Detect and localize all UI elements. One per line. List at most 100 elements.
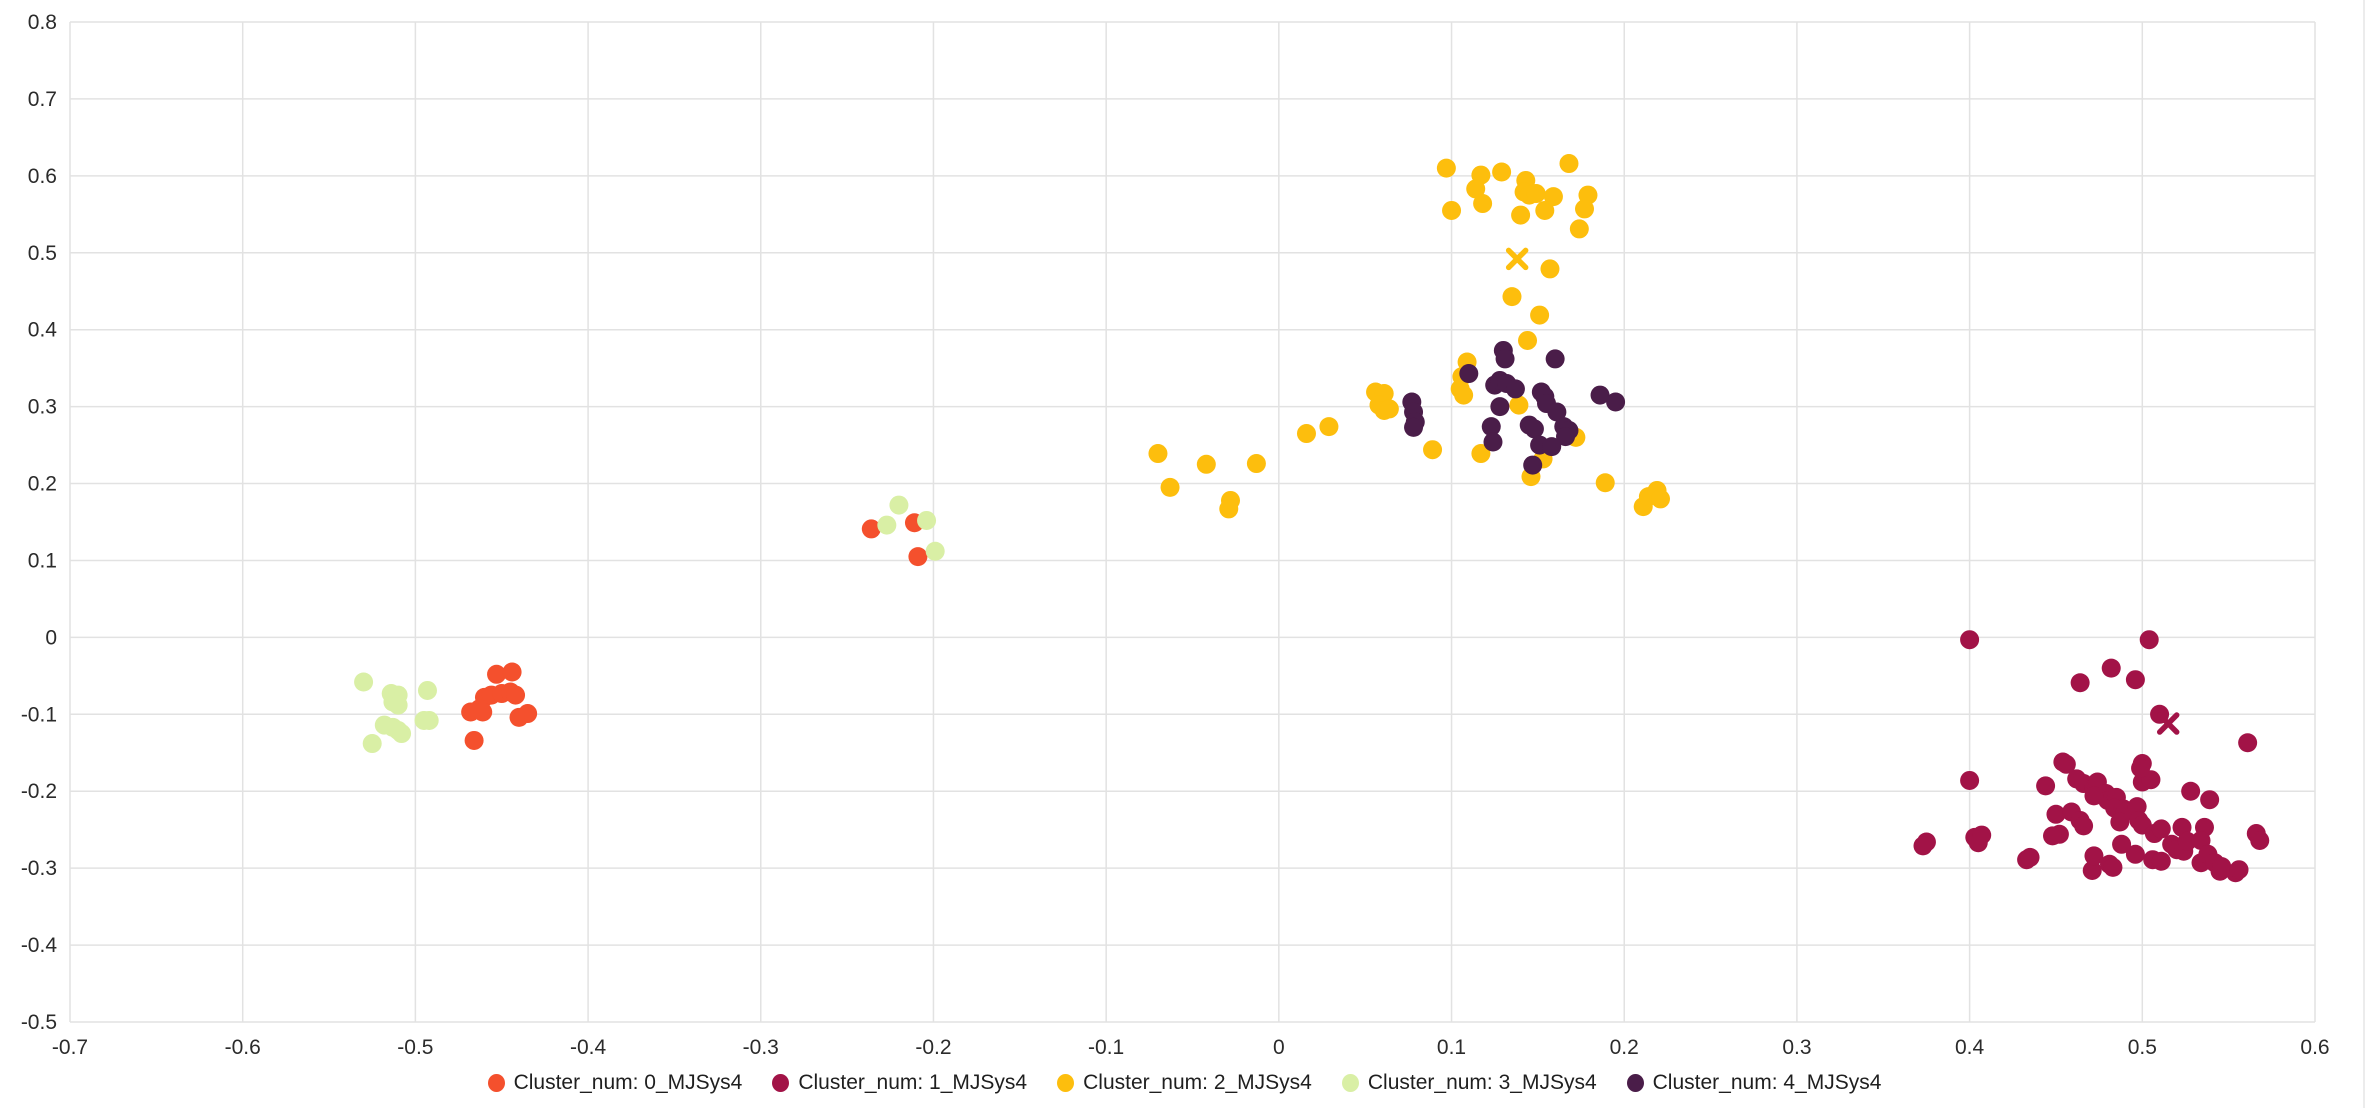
data-point-cluster-1[interactable] <box>2103 857 2123 877</box>
data-point-cluster-2[interactable] <box>1148 444 1168 464</box>
data-point-cluster-3[interactable] <box>392 724 412 744</box>
data-point-cluster-3[interactable] <box>417 680 437 700</box>
data-point-cluster-1[interactable] <box>2110 812 2130 832</box>
data-point-cluster-1[interactable] <box>2127 797 2147 817</box>
data-point-cluster-1[interactable] <box>2112 834 2132 854</box>
data-point-cluster-3[interactable] <box>419 710 439 730</box>
data-point-cluster-2[interactable] <box>1543 187 1563 207</box>
data-point-cluster-4[interactable] <box>1590 385 1610 405</box>
data-point-cluster-2[interactable] <box>1650 489 1670 509</box>
data-point-cluster-4[interactable] <box>1606 392 1626 412</box>
data-point-cluster-4[interactable] <box>1459 364 1479 384</box>
legend-item-cluster-2[interactable]: Cluster_num: 2_MJSys4 <box>1057 1071 1312 1095</box>
data-point-cluster-3[interactable] <box>354 672 374 692</box>
data-point-cluster-1[interactable] <box>2200 790 2220 810</box>
data-point-cluster-1[interactable] <box>2046 804 2066 824</box>
data-point-cluster-1[interactable] <box>2151 819 2171 839</box>
data-point-cluster-1[interactable] <box>2043 826 2063 846</box>
data-point-cluster-1[interactable] <box>2082 860 2102 880</box>
data-point-cluster-1[interactable] <box>1960 630 1980 650</box>
data-point-cluster-1[interactable] <box>2056 754 2076 774</box>
data-point-cluster-2[interactable] <box>1575 199 1595 219</box>
data-point-cluster-2[interactable] <box>1442 200 1462 220</box>
data-point-cluster-1[interactable] <box>1913 836 1933 856</box>
legend-item-cluster-1[interactable]: Cluster_num: 1_MJSys4 <box>772 1071 1027 1095</box>
data-point-cluster-2[interactable] <box>1436 158 1456 178</box>
data-point-cluster-1[interactable] <box>1972 825 1992 845</box>
data-point-cluster-2[interactable] <box>1530 305 1550 325</box>
data-point-cluster-4[interactable] <box>1505 379 1525 399</box>
data-point-cluster-1[interactable] <box>2238 733 2258 753</box>
data-point-cluster-4[interactable] <box>1545 349 1565 369</box>
data-point-cluster-4[interactable] <box>1523 455 1543 475</box>
data-point-cluster-2[interactable] <box>1526 184 1546 204</box>
data-point-cluster-1[interactable] <box>2177 831 2197 851</box>
data-point-cluster-1[interactable] <box>1960 770 1980 790</box>
data-point-cluster-1[interactable] <box>2070 673 2090 693</box>
data-point-cluster-2[interactable] <box>1540 259 1560 279</box>
data-point-cluster-3[interactable] <box>917 510 937 530</box>
data-point-cluster-0[interactable] <box>506 685 526 705</box>
data-point-cluster-2[interactable] <box>1511 205 1531 225</box>
data-point-cluster-3[interactable] <box>362 734 382 754</box>
data-point-cluster-0[interactable] <box>464 730 484 750</box>
data-point-cluster-4[interactable] <box>1495 349 1515 369</box>
data-point-cluster-2[interactable] <box>1319 417 1339 437</box>
data-point-cluster-2[interactable] <box>1454 385 1474 405</box>
data-point-cluster-4[interactable] <box>1524 419 1544 439</box>
data-point-cluster-4[interactable] <box>1547 402 1567 422</box>
data-point-cluster-2[interactable] <box>1219 499 1239 519</box>
data-point-cluster-0[interactable] <box>908 547 928 567</box>
legend-item-cluster-4[interactable]: Cluster_num: 4_MJSys4 <box>1626 1071 1881 1095</box>
data-point-cluster-3[interactable] <box>388 695 408 715</box>
data-point-cluster-2[interactable] <box>1595 473 1615 493</box>
data-point-cluster-1[interactable] <box>2084 846 2104 866</box>
data-point-cluster-4[interactable] <box>1483 432 1503 452</box>
data-point-cluster-4[interactable] <box>1490 397 1510 417</box>
data-point-cluster-1[interactable] <box>2125 670 2145 690</box>
data-point-cluster-2[interactable] <box>1471 444 1491 464</box>
data-point-cluster-0[interactable] <box>473 702 493 722</box>
data-point-cluster-1[interactable] <box>2131 758 2151 778</box>
data-point-cluster-0[interactable] <box>487 664 507 684</box>
data-point-cluster-2[interactable] <box>1569 219 1589 239</box>
data-point-cluster-1[interactable] <box>2101 658 2121 678</box>
data-point-cluster-1[interactable] <box>2151 851 2171 871</box>
data-point-cluster-1[interactable] <box>2074 816 2094 836</box>
data-point-cluster-3[interactable] <box>877 515 897 535</box>
data-point-cluster-1[interactable] <box>2250 830 2270 850</box>
data-point-cluster-0[interactable] <box>502 662 522 682</box>
data-point-cluster-2[interactable] <box>1196 454 1216 474</box>
data-point-cluster-2[interactable] <box>1246 454 1266 474</box>
data-point-cluster-2[interactable] <box>1518 330 1538 350</box>
data-point-cluster-2[interactable] <box>1296 424 1316 444</box>
data-point-cluster-2[interactable] <box>1423 440 1443 460</box>
data-point-cluster-2[interactable] <box>1379 399 1399 419</box>
data-point-cluster-1[interactable] <box>2181 781 2201 801</box>
centroid-x-marker-cluster-2[interactable] <box>1505 247 1529 271</box>
data-point-cluster-2[interactable] <box>1535 200 1555 220</box>
data-point-cluster-2[interactable] <box>1473 194 1493 214</box>
data-point-cluster-2[interactable] <box>1492 162 1512 182</box>
data-point-cluster-2[interactable] <box>1466 179 1486 199</box>
centroid-x-marker-cluster-1[interactable] <box>2156 712 2180 735</box>
data-point-cluster-2[interactable] <box>1509 395 1529 415</box>
data-point-cluster-1[interactable] <box>2084 786 2104 806</box>
data-point-cluster-1[interactable] <box>2139 630 2159 650</box>
data-point-cluster-4[interactable] <box>1481 417 1501 437</box>
data-point-cluster-4[interactable] <box>1542 437 1562 457</box>
legend-item-cluster-3[interactable]: Cluster_num: 3_MJSys4 <box>1341 1071 1597 1095</box>
data-point-cluster-2[interactable] <box>1559 154 1579 174</box>
data-point-cluster-2[interactable] <box>1502 287 1522 307</box>
data-point-cluster-1[interactable] <box>2036 776 2056 796</box>
data-point-cluster-2[interactable] <box>1160 477 1180 497</box>
data-point-cluster-1[interactable] <box>2125 844 2145 864</box>
data-point-cluster-3[interactable] <box>889 495 909 515</box>
data-point-cluster-0[interactable] <box>861 519 881 539</box>
data-point-cluster-4[interactable] <box>1404 417 1424 437</box>
data-point-cluster-1[interactable] <box>2020 847 2040 867</box>
legend-item-cluster-0[interactable]: Cluster_num: 0_MJSys4 <box>487 1071 742 1095</box>
data-point-cluster-4[interactable] <box>1556 427 1576 447</box>
data-point-cluster-1[interactable] <box>2229 860 2249 880</box>
data-point-cluster-3[interactable] <box>925 541 945 561</box>
